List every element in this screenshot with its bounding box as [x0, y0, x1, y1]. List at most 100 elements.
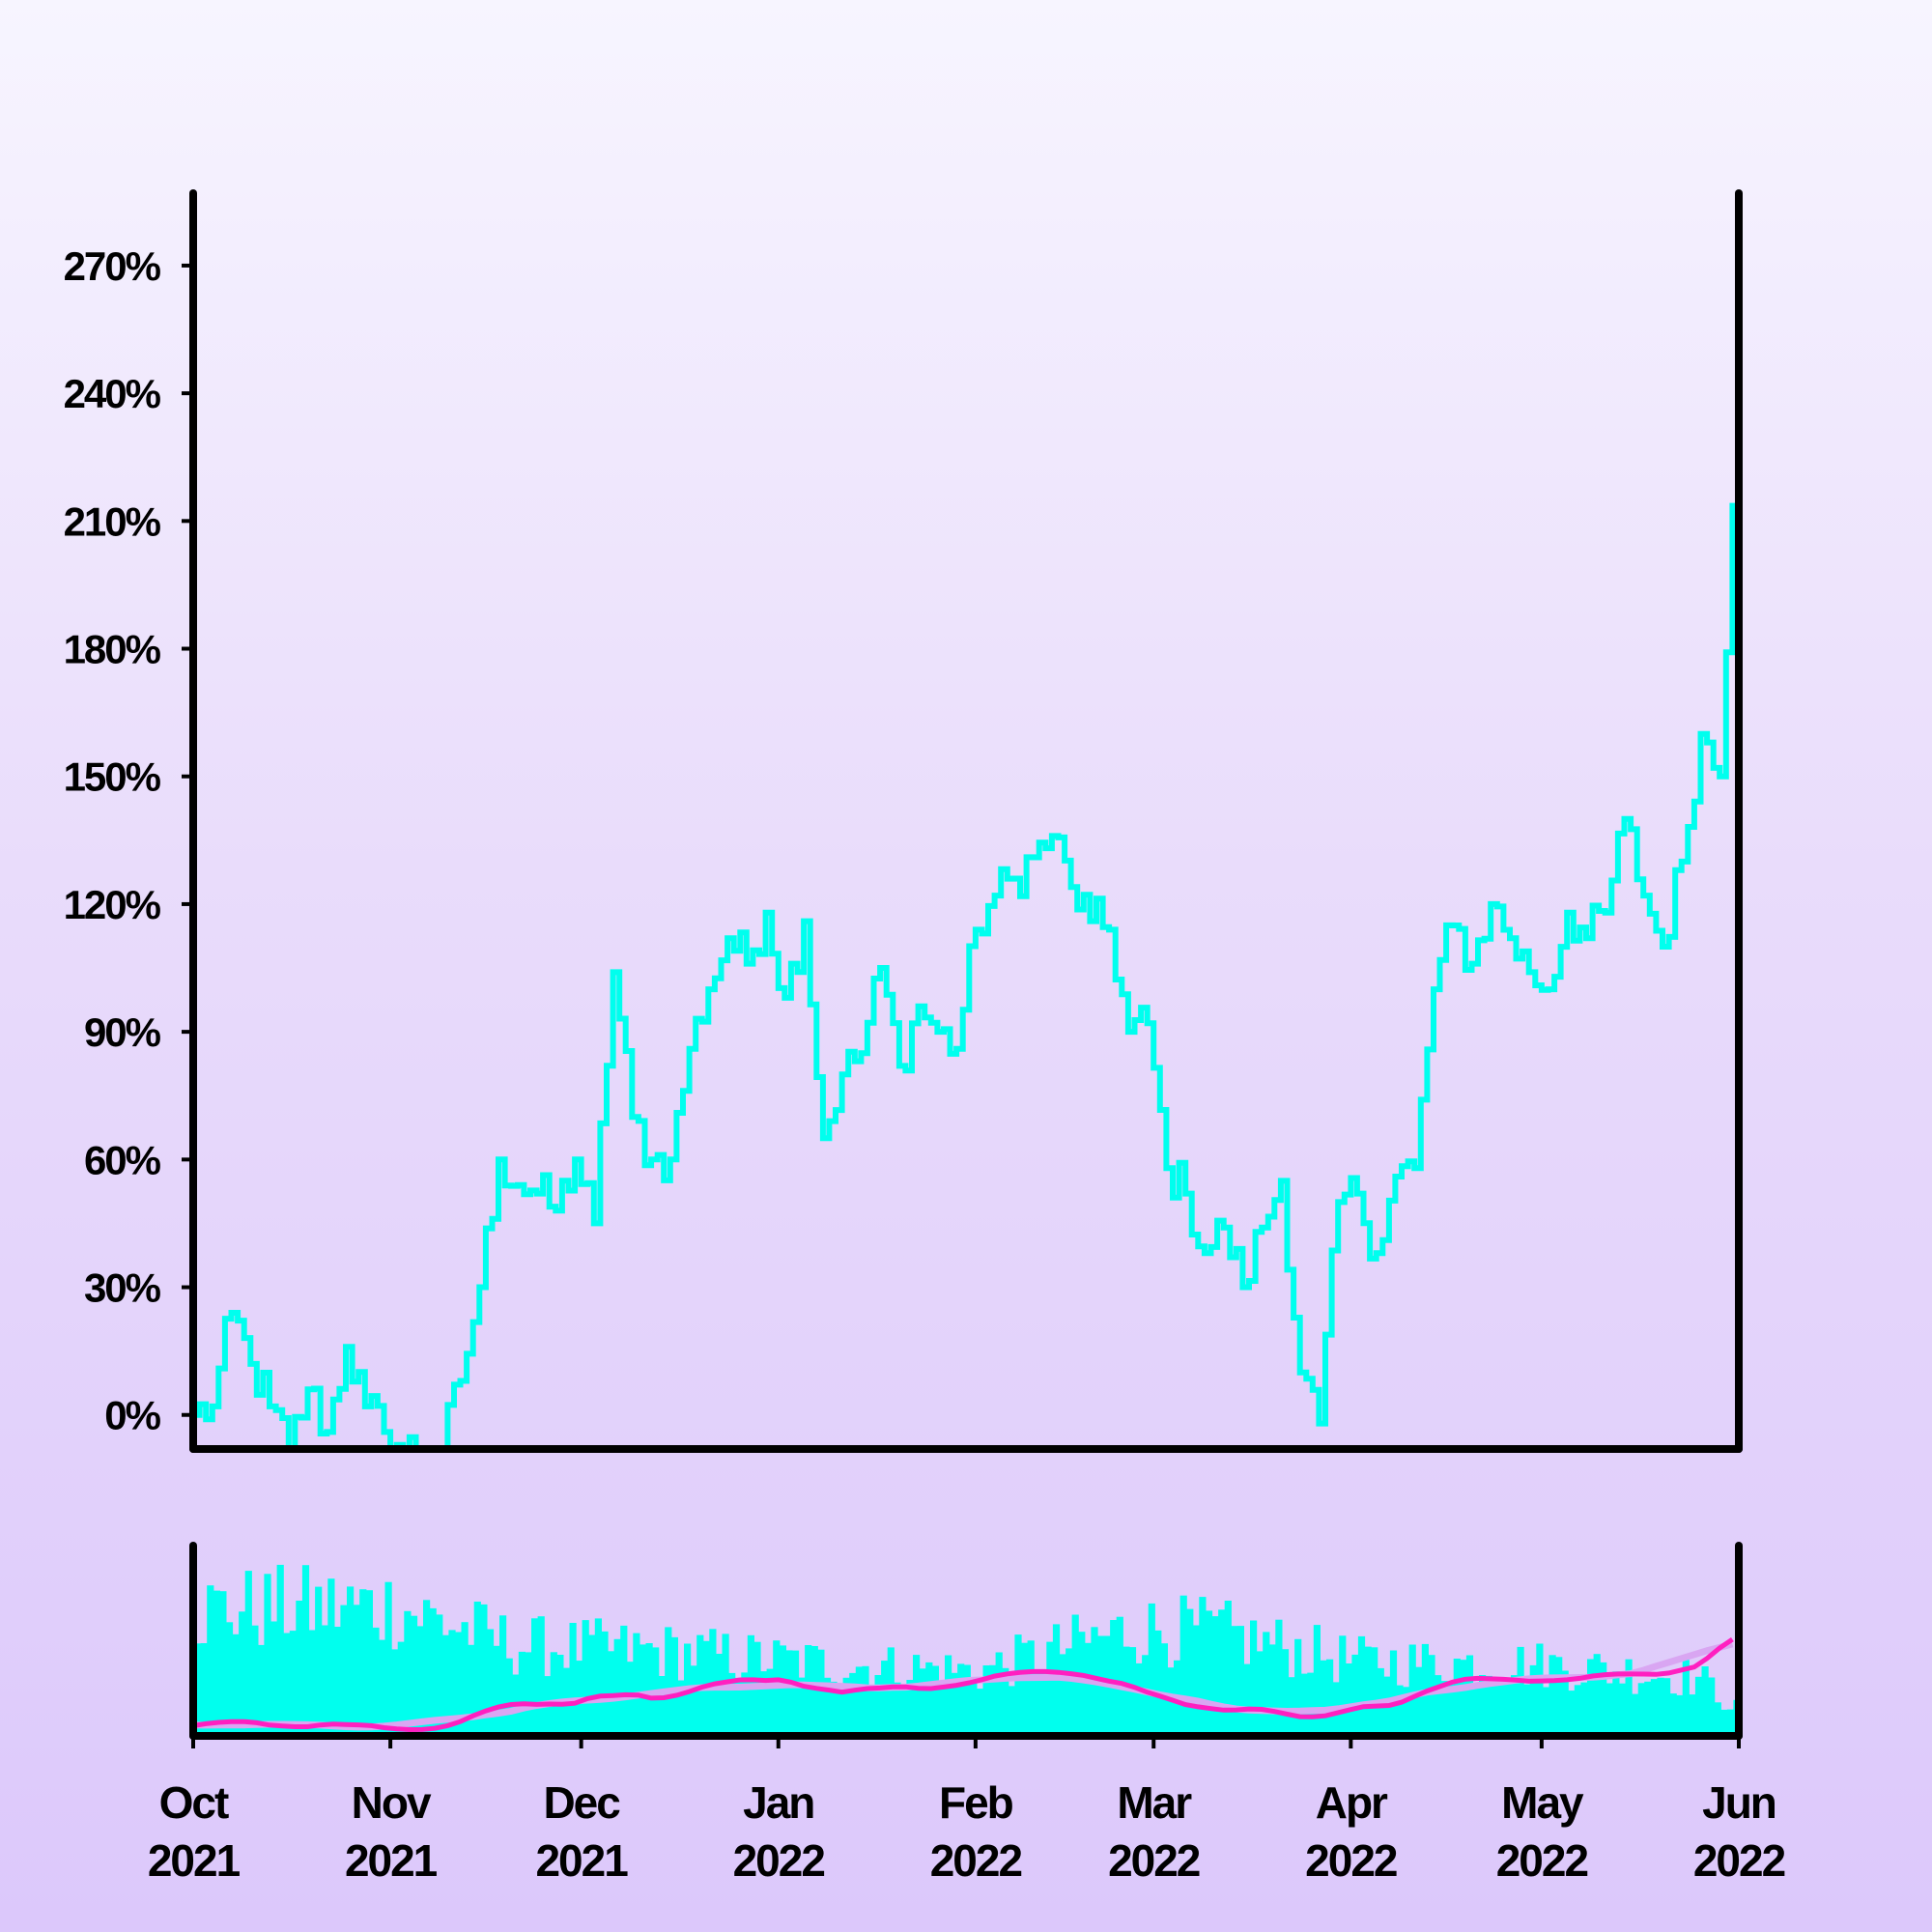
- volume-bar: [1485, 1675, 1492, 1736]
- x-tick-month-label: Oct: [159, 1777, 229, 1828]
- volume-bar: [1504, 1684, 1512, 1736]
- volume-bar: [473, 1602, 481, 1736]
- volume-bar: [989, 1664, 997, 1736]
- volume-bar: [264, 1574, 271, 1736]
- volume-bar: [1701, 1666, 1709, 1736]
- volume-bar: [766, 1668, 774, 1736]
- volume-bar: [728, 1672, 736, 1736]
- volume-bar: [378, 1639, 386, 1736]
- volume-bar: [569, 1623, 577, 1736]
- x-tick-year-label: 2022: [733, 1835, 825, 1886]
- volume-bar: [1618, 1683, 1627, 1736]
- volume-bar: [416, 1626, 424, 1736]
- volume-bar: [779, 1645, 786, 1736]
- y-tick-label: 150%: [64, 754, 161, 800]
- volume-bar: [315, 1586, 323, 1736]
- volume-bar: [276, 1564, 284, 1736]
- volume-bar: [1440, 1681, 1448, 1736]
- volume-bar: [1357, 1635, 1366, 1736]
- volume-bar: [633, 1633, 640, 1736]
- x-tick-month-label: Dec: [543, 1777, 620, 1828]
- x-tick-year-label: 2022: [1496, 1835, 1588, 1886]
- volume-bar: [1396, 1685, 1404, 1736]
- volume-bar: [410, 1615, 418, 1736]
- volume-bar: [1250, 1620, 1258, 1736]
- volume-bar: [906, 1680, 914, 1736]
- volume-bar: [1148, 1603, 1155, 1736]
- volume-bar: [913, 1655, 921, 1736]
- volume-bar: [1345, 1663, 1352, 1736]
- volume-bar: [1447, 1684, 1455, 1736]
- volume-bar: [525, 1652, 532, 1736]
- volume-bar: [213, 1590, 220, 1736]
- volume-bar: [391, 1649, 399, 1736]
- volume-bar: [556, 1655, 564, 1736]
- volume-bar: [1021, 1642, 1029, 1736]
- volume-bar: [1593, 1654, 1601, 1736]
- volume-bar: [1517, 1646, 1524, 1736]
- volume-bar: [1160, 1643, 1168, 1736]
- volume-bar: [582, 1620, 589, 1736]
- volume-bars: [194, 1564, 1741, 1736]
- volume-bar: [976, 1689, 984, 1736]
- volume-bar: [1192, 1625, 1200, 1736]
- volume-bar: [1256, 1651, 1264, 1736]
- y-tick-label: 0%: [104, 1393, 160, 1438]
- y-tick-label: 210%: [64, 498, 161, 544]
- volume-bar: [1555, 1657, 1563, 1736]
- volume-bar: [1243, 1663, 1251, 1736]
- volume-bar: [1408, 1644, 1416, 1736]
- volume-bar: [194, 1643, 202, 1736]
- volume-bar: [448, 1630, 456, 1736]
- volume-bar: [1179, 1595, 1187, 1736]
- volume-bar: [1669, 1693, 1677, 1736]
- volume-bar: [925, 1662, 933, 1736]
- volume-bar: [1205, 1610, 1213, 1736]
- volume-bar: [1587, 1659, 1595, 1736]
- volume-bar: [365, 1590, 373, 1736]
- volume-bar: [1339, 1635, 1347, 1736]
- volume-bar: [1199, 1597, 1207, 1736]
- volume-bar: [849, 1672, 857, 1736]
- volume-bar: [1708, 1677, 1716, 1736]
- volume-bar: [791, 1650, 800, 1736]
- x-tick-year-label: 2022: [1693, 1835, 1785, 1886]
- volume-bar: [734, 1677, 742, 1736]
- volume-bar: [1351, 1654, 1359, 1736]
- volume-bar: [588, 1634, 596, 1736]
- volume-bar: [1542, 1687, 1550, 1736]
- volume-bar: [995, 1652, 1003, 1736]
- volume-bar: [1657, 1677, 1664, 1736]
- volume-bar: [308, 1630, 316, 1736]
- volume-bar: [1663, 1678, 1671, 1736]
- volume-bar: [327, 1578, 335, 1736]
- volume-bar: [436, 1614, 443, 1736]
- volume-bar: [970, 1679, 978, 1736]
- volume-bar: [397, 1641, 405, 1736]
- volume-bar: [518, 1651, 526, 1736]
- volume-bar: [881, 1661, 889, 1736]
- volume-bar: [1428, 1655, 1435, 1736]
- y-tick-label: 180%: [64, 627, 161, 672]
- slow-average-line: [192, 1640, 1734, 1731]
- x-tick-month-label: Mar: [1117, 1777, 1192, 1828]
- volume-bar: [1580, 1682, 1588, 1736]
- volume-bar: [1211, 1616, 1219, 1736]
- volume-bar: [372, 1627, 380, 1736]
- volume-bar: [594, 1618, 602, 1736]
- volume-bar: [499, 1615, 507, 1736]
- volume-bar: [207, 1585, 214, 1736]
- y-tick-label: 120%: [64, 882, 161, 927]
- volume-bar: [867, 1688, 876, 1736]
- volume-bar: [1435, 1675, 1442, 1736]
- x-tick-year-label: 2022: [930, 1835, 1022, 1886]
- volume-bar: [1281, 1649, 1290, 1736]
- volume-bar: [321, 1625, 328, 1736]
- volume-bar: [441, 1634, 449, 1736]
- x-tick-month-label: Jan: [743, 1777, 813, 1828]
- volume-bar: [830, 1681, 838, 1736]
- fast-average-line: [192, 1637, 1734, 1733]
- volume-bar: [899, 1690, 908, 1736]
- volume-bar: [404, 1610, 412, 1736]
- volume-bar: [951, 1672, 958, 1736]
